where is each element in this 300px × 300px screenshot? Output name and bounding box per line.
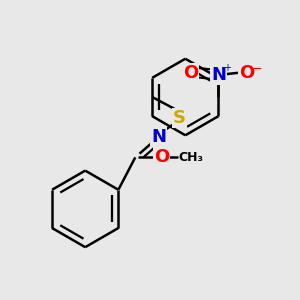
- Text: CH₃: CH₃: [178, 151, 204, 164]
- Text: O: O: [154, 148, 170, 166]
- Text: O: O: [239, 64, 254, 82]
- Text: S: S: [173, 109, 186, 127]
- Text: N: N: [151, 128, 166, 146]
- Text: N: N: [211, 66, 226, 84]
- Text: O: O: [183, 64, 198, 82]
- Text: +: +: [223, 63, 231, 74]
- Text: −: −: [251, 62, 262, 76]
